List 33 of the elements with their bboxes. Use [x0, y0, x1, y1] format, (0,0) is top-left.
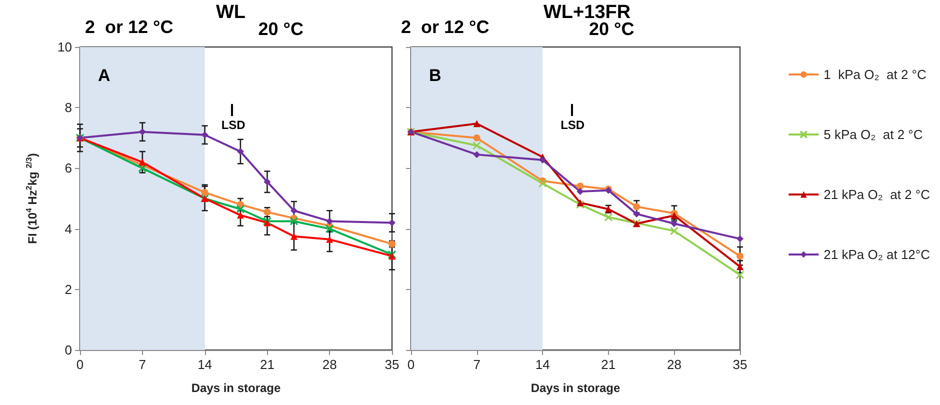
- legend-label: 1 kPa O₂ at 2 °C: [824, 67, 926, 82]
- text: 2 or 12 °C: [401, 17, 490, 37]
- y-tick-label: 8: [64, 100, 72, 116]
- legend-label: 5 kPa O₂ at 2 °C: [824, 127, 923, 142]
- x-tick-label: 0: [76, 357, 84, 372]
- x-tick-label: 0: [407, 357, 415, 372]
- y-tick-label: 4: [64, 221, 72, 236]
- x-tick-label: 21: [260, 357, 274, 372]
- chart-title: WL: [216, 2, 246, 23]
- x-tick-label: 35: [732, 357, 748, 372]
- y-tick-label: 10: [58, 40, 72, 54]
- legend-label: 21 kPa O₂ at 12°C: [824, 247, 930, 262]
- text: 2 or 12 °C: [85, 17, 174, 37]
- x-axis-title: Days in storage: [191, 381, 282, 395]
- x-tick-label: 14: [198, 357, 212, 372]
- x-tick-label: 28: [666, 357, 682, 372]
- x-axis-title: Days in storage: [530, 381, 621, 395]
- x-tick-label: 7: [473, 357, 480, 372]
- annotation: LSD: [560, 118, 585, 132]
- y-tick-label: 6: [64, 160, 72, 176]
- x-tick-label: 35: [384, 357, 400, 372]
- annotation: LSD: [221, 118, 246, 132]
- annotation: A: [98, 66, 110, 85]
- x-tick-label: 21: [601, 357, 616, 372]
- y-tick-label: 0: [64, 342, 72, 358]
- y-tick-label: 2: [64, 282, 72, 297]
- x-tick-label: 28: [322, 357, 337, 372]
- text: 20 °C: [258, 19, 304, 39]
- legend-label: 21 kPa O₂ at 2 °C: [824, 187, 930, 202]
- x-tick-label: 7: [138, 357, 146, 372]
- x-tick-label: 14: [535, 357, 550, 372]
- annotation: B: [429, 66, 442, 85]
- y-axis-title: FI (104 Hz2kg 2/3): [24, 153, 40, 244]
